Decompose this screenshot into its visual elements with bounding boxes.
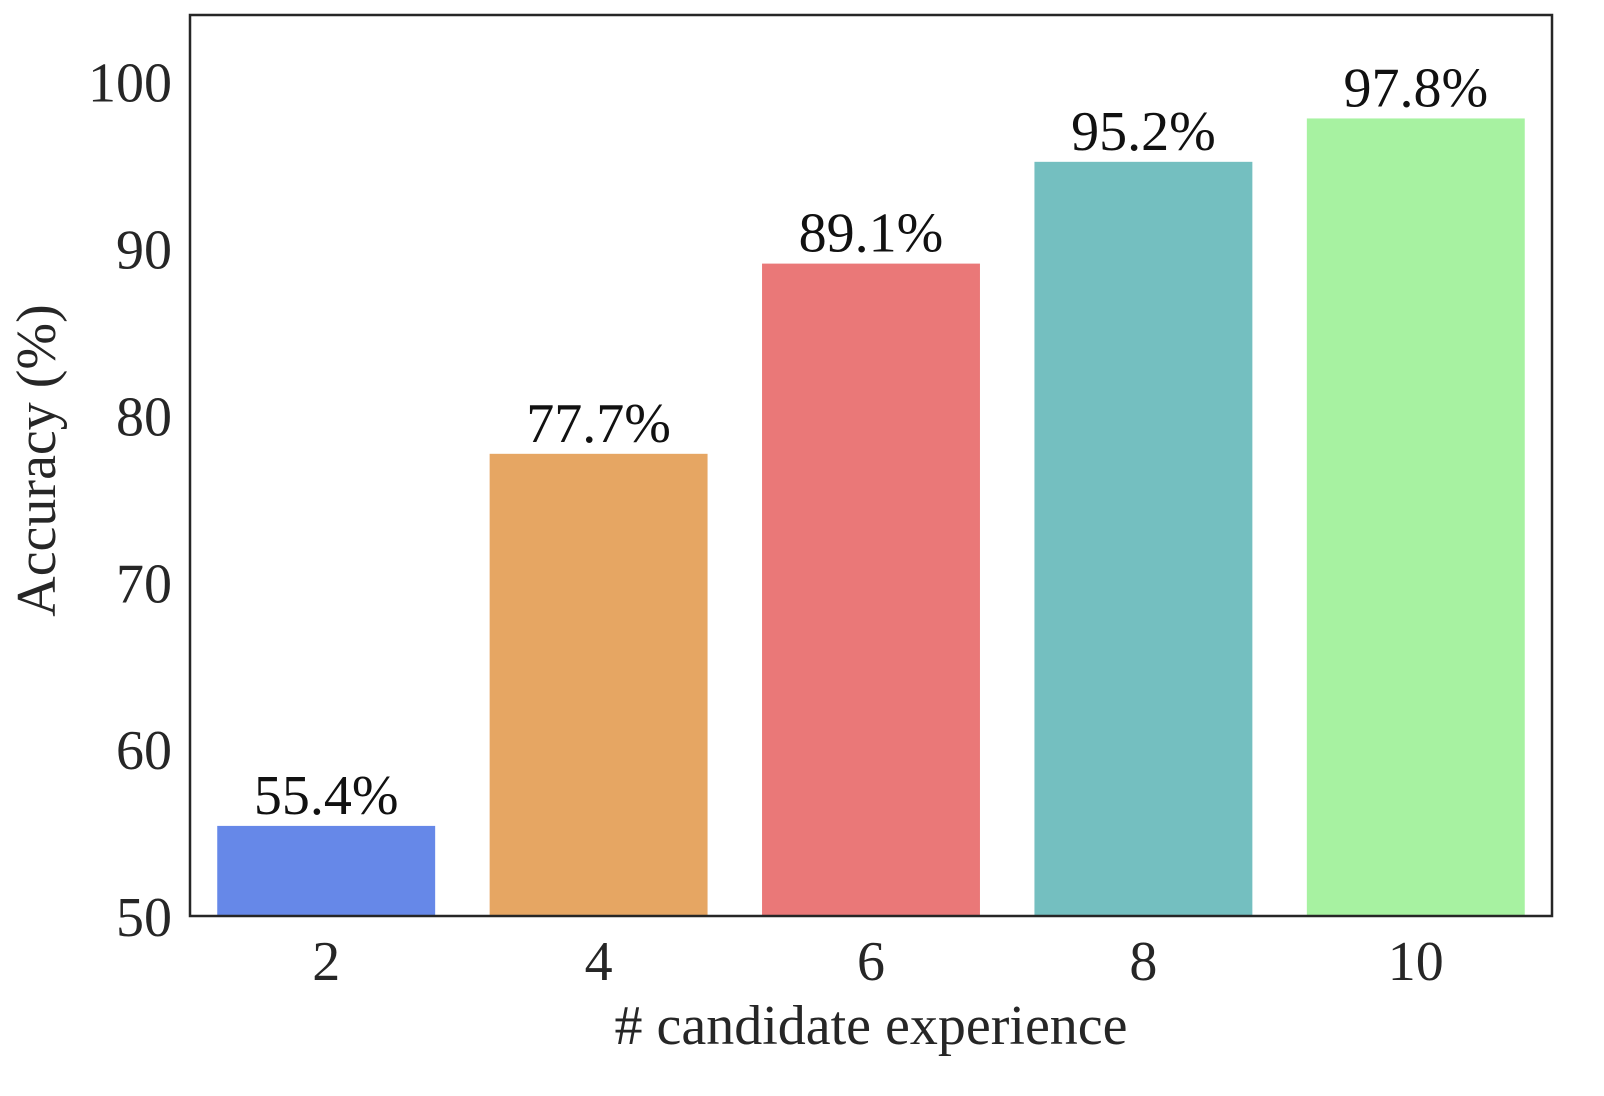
value-label-2: 55.4%	[254, 765, 399, 827]
y-tick-label-60: 60	[116, 720, 172, 782]
y-tick-label-70: 70	[116, 553, 172, 615]
bar-10	[1306, 118, 1525, 917]
value-label-10: 97.8%	[1343, 57, 1488, 119]
bars-layer	[217, 118, 1525, 917]
x-axis: 2 4 6 8 10	[312, 931, 1444, 993]
x-axis-label: # candidate experience	[614, 995, 1127, 1057]
value-label-6: 89.1%	[799, 203, 944, 265]
value-labels-layer: 55.4% 77.7% 89.1% 95.2% 97.8%	[254, 57, 1488, 826]
y-tick-label-50: 50	[116, 887, 172, 949]
y-axis: 50 60 70 80 90 100	[88, 53, 172, 949]
value-label-8: 95.2%	[1071, 101, 1216, 163]
y-axis-label: Accuracy (%)	[6, 304, 68, 616]
x-tick-label-10: 10	[1388, 931, 1444, 993]
bar-8	[1034, 161, 1253, 916]
x-tick-label-8: 8	[1129, 931, 1157, 993]
plot-frame	[188, 13, 1554, 918]
bar-2	[217, 825, 436, 916]
value-label-4: 77.7%	[526, 393, 671, 455]
x-tick-label-6: 6	[857, 931, 885, 993]
y-tick-label-100: 100	[88, 53, 172, 115]
bar-6	[762, 263, 980, 916]
bar-4	[489, 453, 708, 916]
x-tick-label-4: 4	[585, 931, 613, 993]
x-tick-label-2: 2	[312, 931, 340, 993]
y-tick-label-90: 90	[116, 220, 172, 282]
y-tick-label-80: 80	[116, 386, 172, 448]
